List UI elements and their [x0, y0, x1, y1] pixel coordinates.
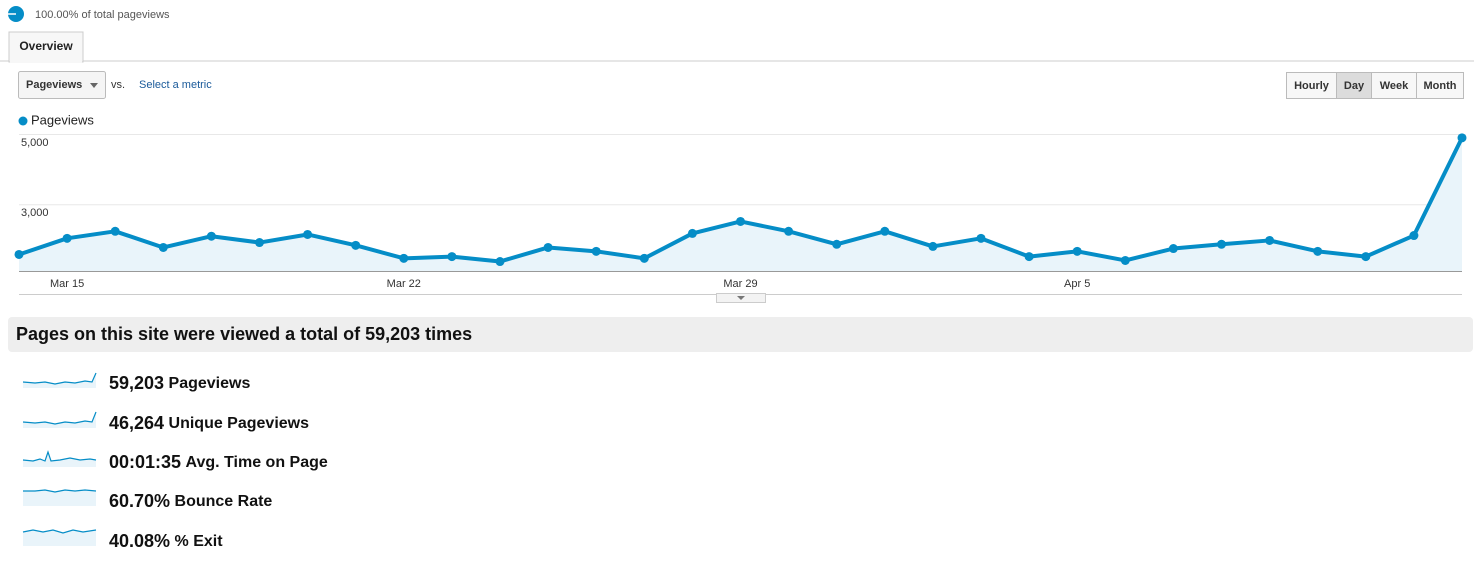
metric-label: Avg. Time on Page	[186, 454, 328, 471]
point	[832, 239, 842, 249]
interval-button[interactable]	[1416, 72, 1464, 99]
x-tick-label: Mar 22	[387, 278, 421, 290]
point	[14, 249, 24, 259]
metric-label: % Exit	[175, 533, 224, 550]
handle-arrow	[737, 296, 745, 300]
point	[1409, 231, 1419, 241]
point	[736, 216, 745, 226]
point	[495, 257, 505, 267]
y-tick-label: 5,000	[21, 137, 49, 149]
metric-dropdown[interactable]	[18, 71, 106, 99]
point	[158, 242, 168, 252]
point	[639, 253, 649, 263]
point	[784, 226, 794, 236]
metrics: 59,203 Pageviews 46,264 Unique Pageviews 0…	[22, 372, 328, 551]
point	[1217, 239, 1226, 249]
interval-label[interactable]: Hourly	[1294, 80, 1330, 92]
legend-marker	[18, 116, 28, 126]
point	[1072, 246, 1082, 256]
interval-label[interactable]: Week	[1380, 80, 1409, 92]
metric-value: 00:01:35	[109, 452, 181, 472]
point	[206, 231, 216, 241]
tab[interactable]	[8, 31, 84, 63]
point	[447, 252, 457, 262]
summary-title: Pages on this site were viewed a total o…	[16, 324, 472, 344]
point	[1168, 244, 1178, 254]
sparkline-area	[23, 373, 96, 388]
x-tick-label: Mar 15	[50, 278, 84, 290]
sparkline	[22, 529, 97, 534]
sparkline	[22, 450, 97, 462]
metric-value: 59,203	[109, 373, 164, 393]
sparkline	[22, 411, 97, 425]
summary-bar	[8, 317, 1473, 352]
point	[976, 233, 986, 243]
point	[1313, 246, 1323, 256]
point	[543, 242, 553, 252]
point	[399, 253, 409, 263]
metric: 46,264 Unique Pageviews	[109, 413, 309, 433]
point	[1265, 235, 1275, 245]
sparkline-area	[23, 412, 96, 428]
point	[880, 226, 890, 236]
point	[591, 246, 601, 256]
point	[351, 240, 361, 250]
x-tick-label: Apr 5	[1064, 278, 1090, 290]
vs-label: vs.	[111, 79, 125, 91]
point	[1457, 133, 1467, 143]
point	[1361, 252, 1371, 262]
metric-value: 46,264	[109, 413, 164, 433]
tab-label[interactable]: Overview	[19, 39, 73, 53]
interval-button[interactable]	[1286, 72, 1337, 99]
chart: Pageviews 3,000 5,000 Mar 15 Mar 22 Mar 29 Apr…	[14, 112, 1467, 290]
point	[255, 238, 264, 248]
sparkline-area	[23, 452, 96, 467]
total-text: 100.00% of total pageviews	[35, 9, 170, 21]
y-tick-label: 3,000	[21, 207, 49, 219]
select-metric-link[interactable]: Select a metric	[139, 79, 212, 91]
point	[928, 241, 938, 251]
tab-join	[10, 58, 82, 63]
point	[1120, 255, 1130, 265]
point	[110, 226, 120, 236]
sparkline-area	[23, 490, 96, 506]
metric: 40.08% % Exit	[109, 531, 223, 551]
point	[62, 233, 72, 243]
metric-value: 60.70%	[109, 491, 170, 511]
interval-label[interactable]: Month	[1424, 80, 1457, 92]
point	[303, 229, 313, 239]
metric-value: 40.08%	[109, 531, 170, 551]
interval-label[interactable]: Day	[1344, 80, 1365, 92]
metric-label: Pageviews	[169, 375, 251, 392]
point	[1024, 252, 1034, 262]
point	[687, 228, 697, 238]
interval-button[interactable]	[1371, 72, 1417, 99]
sparkline	[23, 489, 97, 493]
area	[19, 137, 1462, 271]
dropdown-arrow	[90, 83, 98, 88]
x-tick-label: Mar 29	[723, 278, 757, 290]
metric-label[interactable]: Pageviews	[26, 79, 82, 91]
metric: 60.70% Bounce Rate	[109, 491, 272, 511]
metric: 00:01:35 Avg. Time on Page	[109, 452, 328, 472]
sparkline	[22, 372, 97, 385]
metric-label: Unique Pageviews	[169, 415, 310, 432]
metric: 59,203 Pageviews	[109, 373, 250, 393]
interval-button[interactable]	[1336, 72, 1372, 99]
interval-buttons: Hourly Day Week Month	[1286, 72, 1464, 99]
sparkline-area	[23, 530, 96, 546]
metric-label: Bounce Rate	[175, 493, 273, 510]
legend-label: Pageviews	[31, 112, 94, 127]
